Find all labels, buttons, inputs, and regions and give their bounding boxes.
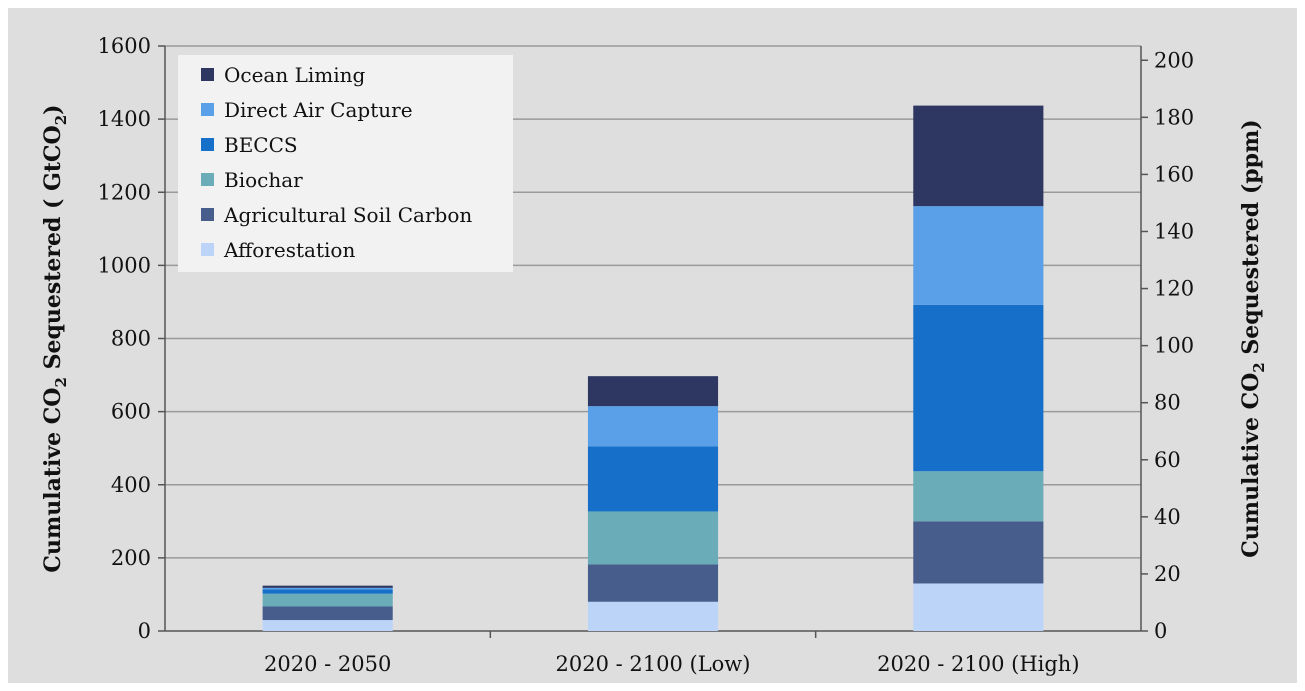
- y-tick-label: 1600: [98, 34, 151, 58]
- bar-segment: [913, 304, 1044, 472]
- bar-segment: [913, 521, 1044, 584]
- legend-swatch: [201, 138, 214, 151]
- bar-segment: [587, 601, 719, 631]
- y2-tick-label: 160: [1154, 162, 1194, 186]
- legend-swatch: [201, 208, 214, 221]
- y2-axis-title: Cumulative CO2 Sequestered (ppm): [1238, 119, 1268, 557]
- y-tick-label: 600: [111, 400, 151, 424]
- y2-tick-label: 60: [1154, 448, 1181, 472]
- bar-segment: [262, 587, 393, 590]
- bar-segment: [587, 406, 719, 447]
- legend-label: Afforestation: [223, 238, 355, 262]
- legend-label: Biochar: [224, 168, 303, 192]
- y2-tick-label: 120: [1154, 277, 1194, 301]
- bar-segment: [587, 446, 719, 512]
- legend-swatch: [201, 243, 214, 256]
- bar-segment: [913, 471, 1044, 522]
- legend-label: Ocean Liming: [224, 63, 366, 87]
- bar-segment: [262, 593, 393, 607]
- y-tick-label: 1400: [98, 107, 151, 131]
- y2-tick-label: 200: [1154, 48, 1194, 72]
- bar-segment: [262, 589, 393, 594]
- y2-tick-label: 20: [1154, 562, 1181, 586]
- y-tick-label: 0: [138, 619, 151, 643]
- chart-area: 0 200 400 600 800 1000 1200 1400 1600 0 20 40 60 80 10…: [8, 8, 1297, 683]
- y2-tick-label: 80: [1154, 391, 1181, 415]
- legend-swatch: [201, 68, 214, 81]
- x-tick-label: 2020 - 2050: [264, 652, 391, 676]
- y2-tick-label: 40: [1154, 505, 1181, 529]
- bar-segment: [587, 564, 719, 602]
- y-tick-label: 800: [111, 327, 151, 351]
- legend-label: BECCS: [224, 133, 298, 157]
- stacked-bar-chart: 0 200 400 600 800 1000 1200 1400 1600 0 20 40 60 80 10…: [40, 34, 1268, 676]
- bar-segment: [913, 583, 1044, 631]
- y2-tick-label: 100: [1154, 334, 1194, 358]
- legend-swatch: [201, 103, 214, 116]
- legend-box: [178, 55, 513, 272]
- y-tick-label: 400: [111, 473, 151, 497]
- bar-segment: [913, 206, 1044, 305]
- y-tick-label: 1200: [98, 180, 151, 204]
- y-tick-label: 1000: [98, 253, 151, 277]
- bar-segment: [262, 620, 393, 631]
- bar-segment: [587, 376, 719, 407]
- x-tick-label: 2020 - 2100 (Low): [556, 652, 751, 676]
- y2-tick-label: 140: [1154, 219, 1194, 243]
- legend-label: Direct Air Capture: [224, 98, 413, 122]
- bar-segment: [262, 585, 393, 588]
- x-tick-label: 2020 - 2100 (High): [877, 652, 1079, 676]
- y-tick-label: 200: [111, 546, 151, 570]
- bar-segment: [262, 606, 393, 621]
- y2-tick-label: 0: [1154, 619, 1167, 643]
- legend-swatch: [201, 173, 214, 186]
- bar-segment: [587, 511, 719, 565]
- y-axis-title: Cumulative CO2 Sequestered ( GtCO2): [40, 104, 70, 572]
- y2-tick-label: 180: [1154, 105, 1194, 129]
- legend: Ocean Liming Direct Air Capture BECCS Bioch…: [178, 55, 513, 272]
- bar-segment: [913, 105, 1044, 207]
- legend-label: Agricultural Soil Carbon: [223, 203, 472, 227]
